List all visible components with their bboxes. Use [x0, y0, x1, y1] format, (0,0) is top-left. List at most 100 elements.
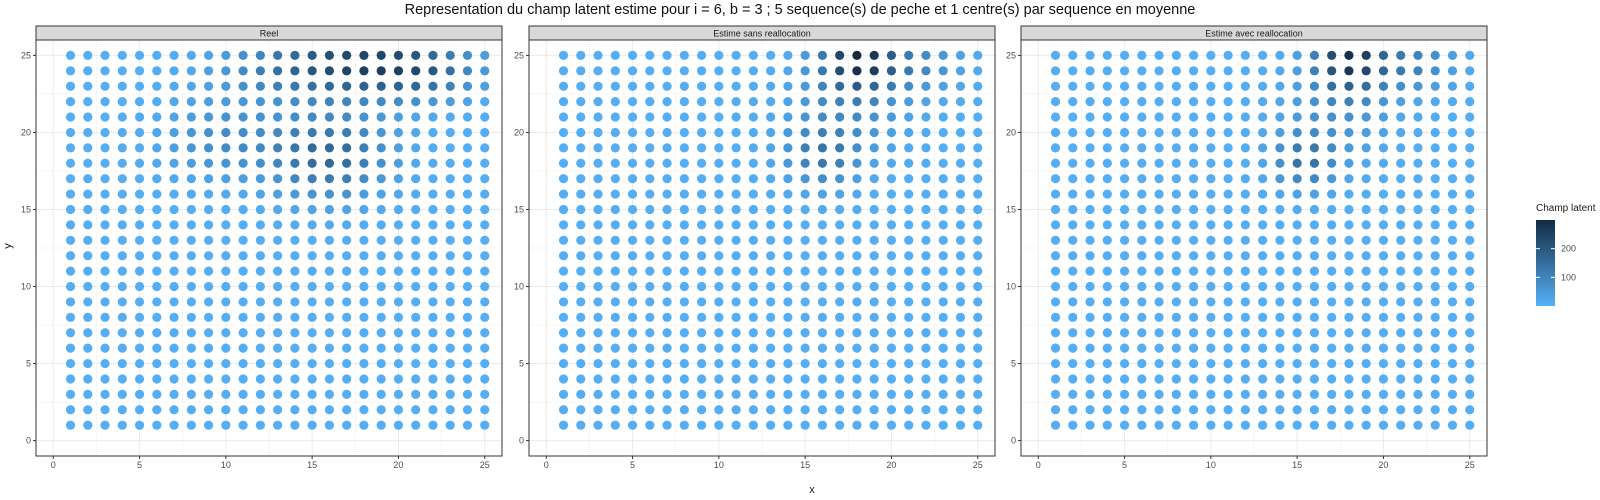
data-point — [904, 405, 914, 415]
data-point — [1206, 158, 1216, 168]
data-point — [627, 97, 638, 107]
data-point — [203, 343, 214, 353]
data-point — [938, 389, 948, 399]
data-point — [428, 220, 438, 230]
y-tick-label: 10 — [1006, 282, 1016, 292]
data-point — [1206, 220, 1216, 230]
data-point — [117, 81, 127, 91]
data-point — [342, 343, 352, 353]
data-point — [696, 251, 707, 261]
data-point — [203, 81, 214, 91]
data-point — [835, 220, 845, 230]
data-point — [593, 251, 603, 261]
data-point — [393, 374, 404, 384]
data-point — [1413, 66, 1423, 76]
data-point — [186, 143, 196, 153]
data-point — [852, 374, 862, 384]
data-point — [290, 266, 300, 276]
data-point — [221, 220, 231, 230]
data-point — [973, 251, 983, 261]
data-point — [714, 374, 724, 384]
data-point — [1292, 405, 1302, 415]
data-point — [835, 97, 845, 107]
data-point — [462, 174, 473, 184]
data-point — [593, 297, 603, 307]
data-point — [462, 97, 473, 107]
data-point — [1430, 204, 1440, 215]
data-point — [955, 420, 966, 430]
data-point — [783, 174, 793, 184]
data-point — [938, 158, 948, 168]
data-point — [576, 174, 586, 184]
data-point — [480, 312, 490, 322]
data-point — [973, 281, 983, 292]
data-point — [938, 405, 948, 415]
data-point — [869, 66, 879, 76]
data-point — [835, 50, 845, 61]
data-point — [428, 420, 438, 430]
data-point — [1137, 328, 1147, 338]
data-point — [152, 112, 162, 122]
data-point — [714, 143, 724, 153]
data-point — [1223, 81, 1233, 91]
data-point — [83, 266, 93, 276]
data-point — [748, 420, 758, 430]
data-point — [1309, 374, 1320, 384]
data-point — [1223, 297, 1233, 307]
data-point — [558, 405, 569, 415]
data-point — [1361, 50, 1371, 61]
data-point — [1188, 66, 1199, 76]
data-point — [169, 235, 179, 245]
data-point — [1137, 174, 1147, 184]
data-point — [731, 389, 741, 399]
data-point — [117, 220, 127, 230]
data-point — [1137, 127, 1147, 138]
panel-border — [528, 39, 996, 457]
data-point — [169, 358, 179, 369]
data-point — [152, 127, 162, 138]
data-point — [1309, 66, 1320, 76]
data-point — [766, 251, 776, 261]
data-point — [783, 297, 793, 307]
data-point — [376, 343, 386, 353]
data-point — [1240, 50, 1250, 61]
data-point — [65, 143, 76, 153]
data-point — [1188, 204, 1199, 215]
data-point — [869, 127, 879, 138]
data-point — [1361, 220, 1371, 230]
data-point — [1396, 81, 1406, 91]
data-point — [1258, 420, 1268, 430]
data-point — [290, 143, 300, 153]
data-point — [1154, 281, 1164, 292]
data-point — [1413, 220, 1423, 230]
data-point — [255, 297, 265, 307]
data-point — [869, 266, 879, 276]
data-point — [255, 235, 265, 245]
data-point — [1050, 66, 1061, 76]
data-point — [610, 235, 620, 245]
data-point — [783, 281, 793, 292]
data-point — [238, 266, 248, 276]
data-point — [1396, 235, 1406, 245]
data-point — [1050, 374, 1061, 384]
data-point — [1378, 343, 1389, 353]
data-point — [938, 127, 948, 138]
data-point — [679, 328, 689, 338]
data-point — [1292, 204, 1302, 215]
data-point — [117, 66, 127, 76]
data-point — [817, 235, 828, 245]
data-point — [662, 158, 672, 168]
data-point — [1050, 420, 1061, 430]
data-point — [411, 158, 421, 168]
data-point — [203, 112, 214, 122]
data-point — [1396, 343, 1406, 353]
data-point — [324, 50, 335, 61]
data-point — [255, 174, 265, 184]
data-point — [1447, 343, 1458, 353]
data-point — [783, 389, 793, 399]
data-point — [445, 235, 455, 245]
data-point — [1154, 158, 1164, 168]
data-point — [273, 328, 283, 338]
